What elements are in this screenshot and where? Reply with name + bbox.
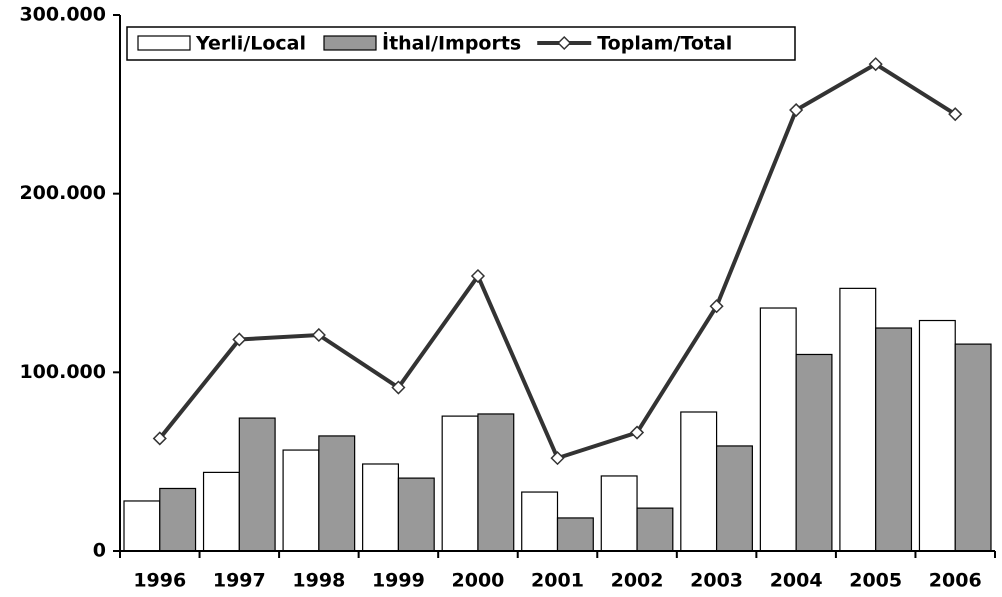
legend-box [126,26,796,61]
bar [477,413,515,552]
marker [709,299,724,314]
y-tick-label: 100.000 [19,361,106,383]
bar [715,445,753,552]
x-tick-label: 1996 [133,570,186,592]
bar [318,435,356,552]
bar [441,415,479,552]
bar [362,463,400,552]
x-tick-label: 2006 [929,570,982,592]
x-tick-label: 2001 [531,570,584,592]
bar [123,500,161,552]
marker [232,332,247,347]
x-tick-label: 1997 [213,570,266,592]
bar [918,319,956,552]
marker [470,268,486,284]
legend: Yerli/Local İthal/Imports Toplam/Total [126,26,796,61]
marker [152,431,167,446]
legend-label: Yerli/Local [195,33,306,55]
bar [238,417,276,552]
marker [311,327,326,343]
legend-label: Toplam/Total [597,33,732,55]
x-tick-label: 2000 [452,570,505,592]
marker [391,380,406,395]
line [158,61,957,461]
bar [759,307,797,552]
bar [600,475,638,552]
x-tick-label: 2004 [770,570,823,592]
x-tick-label: 1998 [292,570,345,592]
y-tick-label: 200.000 [19,182,106,204]
bar [159,487,197,552]
bar [875,327,913,552]
bar [680,411,718,552]
y-tick-label: 300.000 [19,4,106,26]
legend-marker [557,35,572,51]
marker [789,102,804,118]
bar [397,477,435,552]
marker [629,425,645,440]
marker [868,57,883,72]
bar [282,449,320,552]
y-tick-label: 0 [93,540,106,562]
x-tick-label: 2003 [690,570,743,592]
x-tick-label: 2005 [849,570,902,592]
bar [795,353,833,552]
legend-swatch [323,35,377,51]
bar [839,287,877,552]
legend-swatch [137,35,191,51]
bar [202,471,240,552]
marker [550,451,565,466]
bar [521,491,559,552]
legend-label: İthal/Imports [382,31,521,55]
marker [948,107,963,122]
bar [954,343,992,552]
x-tick-label: 2002 [611,570,664,592]
bar [556,517,594,552]
bar [636,507,674,552]
x-tick-label: 1999 [372,570,425,592]
